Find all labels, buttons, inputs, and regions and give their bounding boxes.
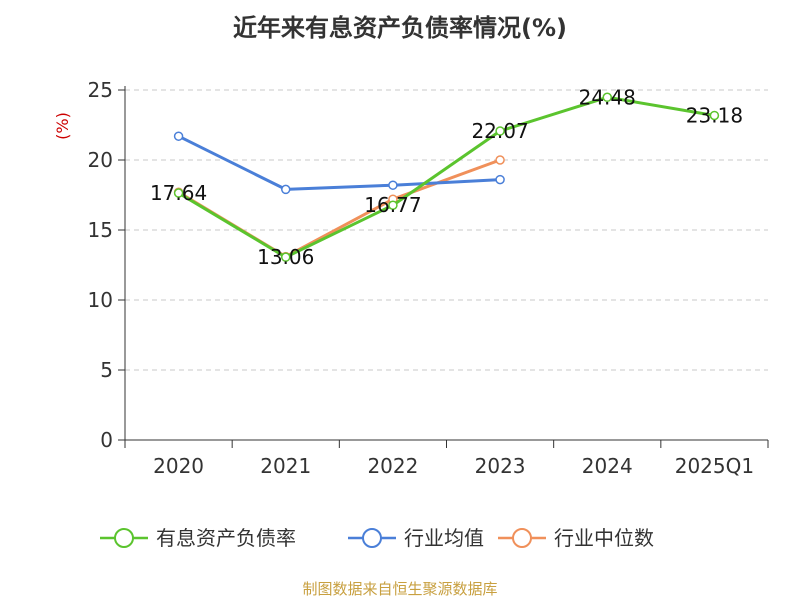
data-point <box>495 174 505 185</box>
series-2 <box>173 155 505 262</box>
data-point <box>173 188 184 198</box>
series-line <box>177 134 502 191</box>
data-point <box>388 180 398 190</box>
series-line <box>177 158 502 259</box>
x-tick-label: 2025Q1 <box>675 454 754 478</box>
y-tick-label: 15 <box>88 218 113 242</box>
data-point <box>388 200 398 210</box>
y-tick-label: 25 <box>88 78 113 102</box>
y-tick-label: 10 <box>88 288 113 312</box>
x-tick-label: 2021 <box>260 454 311 478</box>
x-tick-label: 2024 <box>582 454 633 478</box>
y-tick-label: 20 <box>88 148 113 172</box>
series-line <box>177 95 716 259</box>
gridlines <box>125 89 768 371</box>
y-tick-label: 0 <box>100 428 113 452</box>
legend: 有息资产负债率 行业均值 行业中位数 <box>100 526 654 550</box>
data-label: 13.06 <box>257 245 314 269</box>
legend-marker <box>362 528 382 548</box>
data-point <box>709 110 720 121</box>
series-0 <box>173 92 720 262</box>
data-point <box>602 92 612 103</box>
axes: 0 5 10 15 20 25 2020 2021 2022 2023 2024 2025Q1 <box>88 78 769 478</box>
series-1 <box>173 131 505 195</box>
data-point <box>495 155 505 165</box>
series-lines <box>173 92 720 262</box>
x-tick-label: 2023 <box>475 454 526 478</box>
data-label: 16.77 <box>364 193 421 217</box>
x-tick-label: 2022 <box>367 454 418 478</box>
legend-marker <box>512 528 532 548</box>
y-axis-label: (%) <box>53 112 72 140</box>
legend-item-2: 行业中位数 <box>498 526 654 550</box>
data-point <box>495 126 505 136</box>
x-tick-label: 2020 <box>153 454 204 478</box>
data-label: 24.48 <box>579 85 636 109</box>
legend-item-1: 行业均值 <box>348 526 484 550</box>
data-label: 23.18 <box>686 103 743 127</box>
data-point <box>173 131 184 141</box>
legend-label: 行业中位数 <box>554 526 654 550</box>
legend-label: 有息资产负债率 <box>156 526 296 550</box>
data-label: 22.07 <box>471 119 528 143</box>
legend-marker <box>114 528 134 548</box>
legend-label: 行业均值 <box>404 526 484 550</box>
data-point <box>281 184 291 195</box>
data-point <box>281 252 291 262</box>
chart-title: 近年来有息资产负债率情况(%) <box>233 14 567 42</box>
source-note: 制图数据来自恒生聚源数据库 <box>302 580 497 598</box>
y-tick-label: 5 <box>100 358 113 382</box>
legend-item-0: 有息资产负债率 <box>100 526 296 550</box>
data-label: 17.64 <box>150 181 207 205</box>
data-labels: 17.64 13.06 16.77 22.07 24.48 23.18 <box>150 85 743 269</box>
